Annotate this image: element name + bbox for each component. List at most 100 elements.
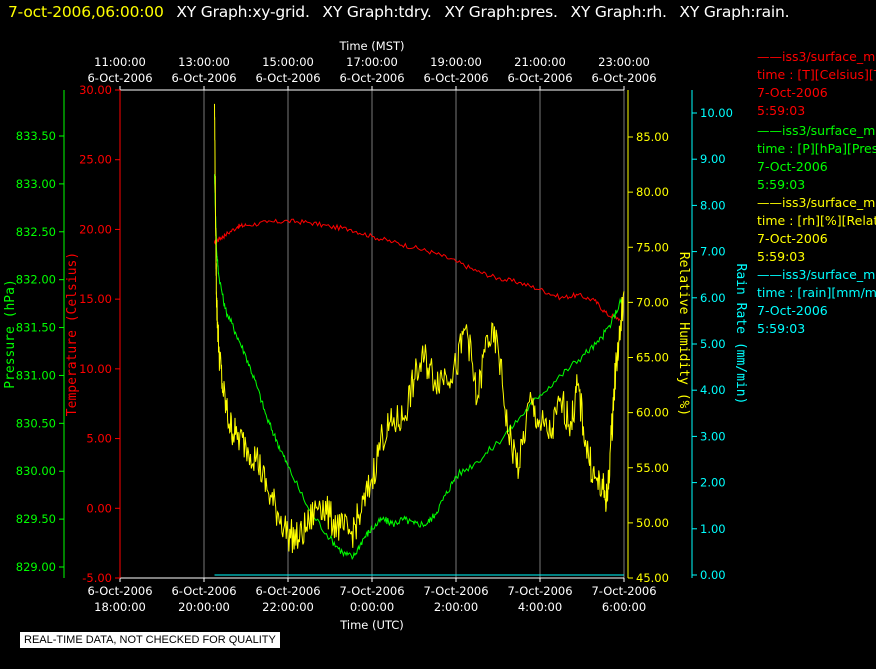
legend-rh-time: 5:59:03	[757, 249, 806, 264]
rain-tick-label: 1.00	[700, 522, 726, 536]
temperature-tick-label: 25.00	[79, 153, 112, 167]
x-top-tick-time: 17:00:00	[346, 55, 398, 69]
legend-pressure-line: ——iss3/surface_m	[757, 123, 876, 138]
x-bottom-tick-time: 22:00:00	[262, 600, 314, 614]
rh-tick-label: 55.00	[636, 461, 669, 475]
pressure-tick-label: 830.50	[16, 416, 56, 430]
x-bottom-tick-date: 7-Oct-2006	[507, 584, 572, 598]
temperature-tick-label: 10.00	[79, 362, 112, 376]
temperature-axis-label: Temperature (Celsius)	[65, 252, 80, 416]
x-bottom-tick-date: 7-Oct-2006	[339, 584, 404, 598]
rh-tick-label: 80.00	[636, 185, 669, 199]
x-top-tick-time: 11:00:00	[94, 55, 146, 69]
rain-tick-label: 8.00	[700, 198, 726, 212]
x-top-tick-date: 6-Oct-2006	[507, 71, 572, 85]
graph-tdry[interactable]: XY Graph:tdry.	[322, 3, 432, 21]
rain-tick-label: 10.00	[700, 106, 733, 120]
temperature-tick-label: 15.00	[79, 292, 112, 306]
legend-rain-line: ——iss3/surface_m	[757, 267, 876, 282]
rain-tick-label: 0.00	[700, 568, 726, 582]
rain-tick-label: 9.00	[700, 152, 726, 166]
rh-tick-label: 45.00	[636, 571, 669, 585]
rain-tick-label: 6.00	[700, 291, 726, 305]
legend-pressure-date: 7-Oct-2006	[757, 159, 828, 174]
rain-tick-label: 7.00	[700, 245, 726, 259]
x-bottom-tick-date: 6-Oct-2006	[255, 584, 320, 598]
legend-rh-units: time : [rh][%][Relativ	[757, 213, 876, 228]
rh-axis-label: Relative Humidity (%)	[676, 252, 691, 416]
temperature-tick-label: 30.00	[79, 83, 112, 97]
legend-rain[interactable]: ——iss3/surface_m time : [rain][mm/mir 7-…	[757, 266, 876, 338]
pressure-tick-label: 831.50	[16, 321, 56, 335]
x-top-tick-date: 6-Oct-2006	[591, 71, 656, 85]
legend-rh[interactable]: ——iss3/surface_m time : [rh][%][Relativ …	[757, 194, 876, 266]
legend-rh-date: 7-Oct-2006	[757, 231, 828, 246]
legend-rain-time: 5:59:03	[757, 321, 806, 336]
temperature-tick-label: -5.00	[82, 571, 112, 585]
x-bottom-tick-date: 6-Oct-2006	[171, 584, 236, 598]
pressure-axis-label: Pressure (hPa)	[3, 279, 18, 389]
x-bottom-tick-date: 6-Oct-2006	[87, 584, 152, 598]
legend-pressure[interactable]: ——iss3/surface_m time : [P][hPa][Pres 7-…	[757, 122, 876, 194]
series-pressure-line	[214, 174, 623, 561]
x-top-tick-time: 15:00:00	[262, 55, 314, 69]
rh-tick-label: 50.00	[636, 516, 669, 530]
graph-rh[interactable]: XY Graph:rh.	[570, 3, 667, 21]
timestamp: 7-oct-2006,06:00:00	[8, 3, 164, 21]
x-top-tick-time: 19:00:00	[430, 55, 482, 69]
graph-pres[interactable]: XY Graph:pres.	[444, 3, 558, 21]
rh-tick-label: 75.00	[636, 240, 669, 254]
x-top-axis-label: Time (MST)	[338, 39, 404, 53]
x-bottom-tick-time: 2:00:00	[434, 600, 478, 614]
x-bottom-tick-date: 7-Oct-2006	[423, 584, 488, 598]
x-bottom-tick-time: 6:00:00	[602, 600, 646, 614]
rh-tick-label: 60.00	[636, 406, 669, 420]
pressure-tick-label: 830.00	[16, 464, 56, 478]
temperature-tick-label: 0.00	[86, 501, 112, 515]
legend-rh-line: ——iss3/surface_m	[757, 195, 876, 210]
series-rh-line	[214, 103, 625, 554]
x-bottom-tick-date: 7-Oct-2006	[591, 584, 656, 598]
legend-pressure-time: 5:59:03	[757, 177, 806, 192]
rh-tick-label: 65.00	[636, 351, 669, 365]
x-bottom-tick-time: 18:00:00	[94, 600, 146, 614]
x-top-tick-time: 21:00:00	[514, 55, 566, 69]
rain-tick-label: 2.00	[700, 476, 726, 490]
pressure-tick-label: 832.00	[16, 273, 56, 287]
pressure-tick-label: 831.00	[16, 368, 56, 382]
legend-pressure-units: time : [P][hPa][Pres	[757, 141, 876, 156]
x-top-tick-date: 6-Oct-2006	[339, 71, 404, 85]
x-top-tick-time: 13:00:00	[178, 55, 230, 69]
temperature-tick-label: 5.00	[86, 432, 112, 446]
title-bar: 7-oct-2006,06:00:00 XY Graph:xy-grid. XY…	[8, 3, 790, 21]
pressure-tick-label: 829.50	[16, 512, 56, 526]
series-temperature-line	[214, 218, 621, 322]
x-top-tick-date: 6-Oct-2006	[423, 71, 488, 85]
pressure-tick-label: 833.00	[16, 177, 56, 191]
rain-axis-label: Rain Rate (mm/min)	[733, 264, 748, 405]
x-bottom-tick-time: 4:00:00	[518, 600, 562, 614]
x-top-tick-date: 6-Oct-2006	[171, 71, 236, 85]
pressure-tick-label: 829.00	[16, 560, 56, 574]
rh-tick-label: 85.00	[636, 130, 669, 144]
x-bottom-axis-label: Time (UTC)	[339, 618, 404, 632]
legend-rain-date: 7-Oct-2006	[757, 303, 828, 318]
legend-temperature-date: 7-Oct-2006	[757, 85, 828, 100]
x-bottom-tick-time: 0:00:00	[350, 600, 394, 614]
x-top-tick-time: 23:00:00	[598, 55, 650, 69]
legend-temperature[interactable]: ——iss3/surface_m time : [T][Celsius][T 7…	[757, 48, 876, 120]
pressure-tick-label: 832.50	[16, 225, 56, 239]
graph-xy-grid[interactable]: XY Graph:xy-grid.	[176, 3, 310, 21]
x-bottom-tick-time: 20:00:00	[178, 600, 230, 614]
temperature-tick-label: 20.00	[79, 222, 112, 236]
rh-tick-label: 70.00	[636, 295, 669, 309]
rain-tick-label: 3.00	[700, 429, 726, 443]
graph-rain[interactable]: XY Graph:rain.	[679, 3, 790, 21]
x-top-tick-date: 6-Oct-2006	[87, 71, 152, 85]
legend-temperature-units: time : [T][Celsius][T	[757, 67, 876, 82]
legend-temperature-time: 5:59:03	[757, 103, 806, 118]
quality-notice: REAL-TIME DATA, NOT CHECKED FOR QUALITY	[20, 632, 280, 648]
x-top-tick-date: 6-Oct-2006	[255, 71, 320, 85]
pressure-tick-label: 833.50	[16, 129, 56, 143]
